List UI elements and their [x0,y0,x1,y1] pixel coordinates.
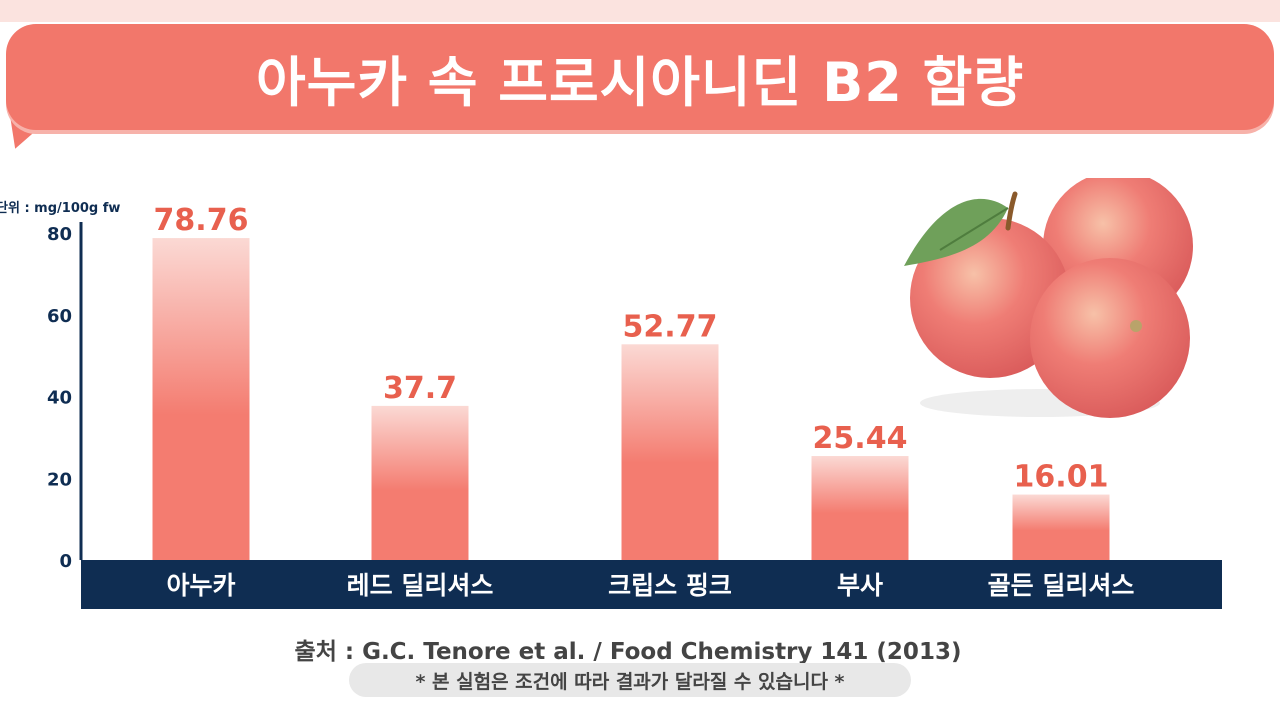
top-strip [0,0,1280,22]
bar [621,344,719,560]
x-tick-label: 골든 딜리셔스 [988,571,1135,600]
y-tick-label: 0 [59,551,72,572]
x-tick-label: 부사 [837,571,883,600]
x-tick-label: 레드 딜리셔스 [347,571,494,600]
disclaimer-note: * 본 실험은 조건에 따라 결과가 달라질 수 있습니다 * [349,663,911,697]
chart-title: 아누카 속 프로시아니딘 B2 함량 [255,50,1025,114]
x-tick-label: 아누카 [166,571,235,600]
source-citation: 출처 : G.C. Tenore et al. / Food Chemistry… [294,639,962,665]
x-tick-label: 크립스 핑크 [608,571,732,600]
y-tick-label: 80 [47,224,72,245]
title-banner [6,24,1274,130]
unit-label: 단위 : mg/100g fw [0,201,121,216]
bar-value-label: 78.76 [154,203,249,238]
bar [371,405,469,560]
x-axis-band [81,560,1222,609]
bar-value-label: 37.7 [383,371,457,406]
bar-value-label: 16.01 [1014,460,1109,495]
y-tick-label: 60 [47,306,72,327]
y-tick-label: 20 [47,469,72,490]
bar-value-label: 25.44 [813,421,908,456]
bar [152,238,250,561]
y-tick-label: 40 [47,388,72,409]
apple-illustration [904,178,1193,418]
bar [1012,494,1110,560]
bar [811,456,909,560]
bar-value-label: 52.77 [623,309,718,344]
